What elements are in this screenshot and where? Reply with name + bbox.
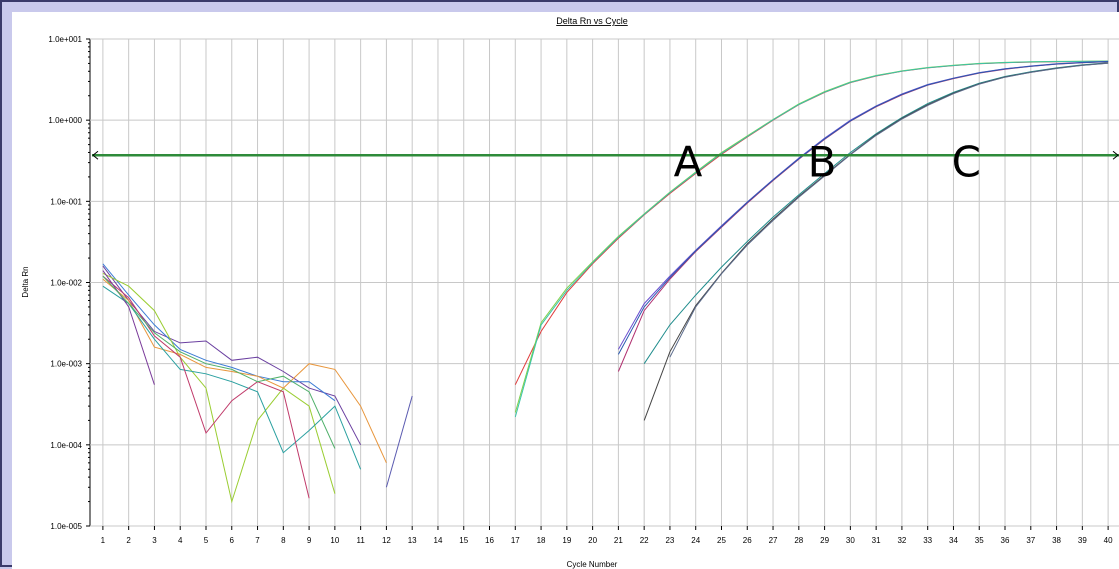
- annotation-a: A: [674, 138, 703, 187]
- x-tick-label: 26: [743, 536, 752, 545]
- x-tick-label: 22: [640, 536, 649, 545]
- x-tick-label: 15: [459, 536, 468, 545]
- x-tick-label: 1: [101, 536, 106, 545]
- x-tick-label: 3: [152, 536, 157, 545]
- y-tick-label: 1.0e+000: [48, 116, 82, 125]
- threshold-arrow-right[interactable]: [1112, 150, 1119, 160]
- annotation-b: B: [808, 138, 837, 187]
- grid-lines: [90, 38, 1119, 527]
- series-lines: [102, 60, 1109, 504]
- x-tick-label: 37: [1026, 536, 1035, 545]
- series-line-12: [102, 272, 336, 504]
- y-tick-label: 1.0e-005: [50, 522, 82, 531]
- y-tick-label: 1.0e+001: [48, 35, 82, 44]
- x-tick-label: 28: [794, 536, 803, 545]
- x-tick-label: 7: [255, 536, 260, 545]
- x-tick-label: 39: [1078, 536, 1087, 545]
- x-tick-label: 24: [691, 536, 700, 545]
- x-tick-label: 10: [330, 536, 339, 545]
- x-tick-label: 36: [1001, 536, 1010, 545]
- x-tick-label: 20: [588, 536, 597, 545]
- x-tick-label: 12: [382, 536, 391, 545]
- x-tick-label: 17: [511, 536, 520, 545]
- x-tick-label: 21: [614, 536, 623, 545]
- x-tick-label: 19: [562, 536, 571, 545]
- x-tick-label: 27: [769, 536, 778, 545]
- annotation-layer: A B C: [674, 138, 981, 187]
- series-line-18: [102, 275, 336, 449]
- x-tick-label: 34: [949, 536, 958, 545]
- chart-panel: Delta Rn vs Cycle 1.0e+001 1.0e+000 1.0e-0…: [12, 12, 1119, 569]
- x-tick-label: 33: [923, 536, 932, 545]
- series-line-14: [102, 285, 362, 470]
- x-tick-label: 25: [717, 536, 726, 545]
- x-tick-label: 31: [872, 536, 881, 545]
- x-tick-label: 8: [281, 536, 286, 545]
- series-line-9: [669, 62, 1109, 358]
- x-tick-label: 30: [846, 536, 855, 545]
- y-tick-label: 1.0e-003: [50, 360, 82, 369]
- x-tick-label: 23: [665, 536, 674, 545]
- x-tick-label: 29: [820, 536, 829, 545]
- series-line-6: [617, 61, 1109, 355]
- series-line-11: [102, 263, 336, 402]
- y-tick-label: 1.0e-004: [50, 441, 82, 450]
- y-tick-label: 1.0e-001: [50, 197, 82, 206]
- chart-title: Delta Rn vs Cycle: [556, 16, 628, 26]
- series-line-15: [102, 275, 310, 499]
- x-tick-label: 32: [897, 536, 906, 545]
- x-tick-label: 2: [126, 536, 131, 545]
- annotation-c: C: [952, 138, 981, 187]
- x-tick-label: 16: [485, 536, 494, 545]
- series-line-3: [514, 60, 1109, 418]
- x-tick-label: 35: [975, 536, 984, 545]
- x-tick-label: 11: [356, 536, 365, 545]
- series-line-17: [385, 395, 413, 488]
- y-axis-ticks: 1.0e+001 1.0e+000 1.0e-001 1.0e-002 1.0e-003…: [48, 35, 90, 531]
- y-axis-label: Delta Rn: [21, 266, 30, 297]
- series-line-13: [102, 278, 387, 464]
- threshold-layer: [92, 150, 1119, 160]
- x-tick-label: 38: [1052, 536, 1061, 545]
- y-tick-label: 1.0e-002: [50, 279, 82, 288]
- series-line-16: [102, 270, 155, 385]
- x-axis-label: Cycle Number: [567, 560, 618, 569]
- amplification-plot: Delta Rn vs Cycle 1.0e+001 1.0e+000 1.0e-0…: [21, 16, 1119, 569]
- series-line-10: [102, 265, 362, 446]
- x-axis-ticks: 1 2 3 4 5 6 7 8 9 10 11 12 13 14 15 16 17 18 19 20 21 22 23 24 2…: [101, 526, 1113, 545]
- x-tick-label: 18: [537, 536, 546, 545]
- x-tick-label: 4: [178, 536, 183, 545]
- x-tick-label: 14: [434, 536, 443, 545]
- x-tick-label: 13: [408, 536, 417, 545]
- x-tick-label: 40: [1104, 536, 1113, 545]
- x-tick-label: 6: [230, 536, 235, 545]
- x-tick-label: 5: [204, 536, 209, 545]
- x-tick-label: 9: [307, 536, 312, 545]
- threshold-arrow-left[interactable]: [92, 150, 99, 160]
